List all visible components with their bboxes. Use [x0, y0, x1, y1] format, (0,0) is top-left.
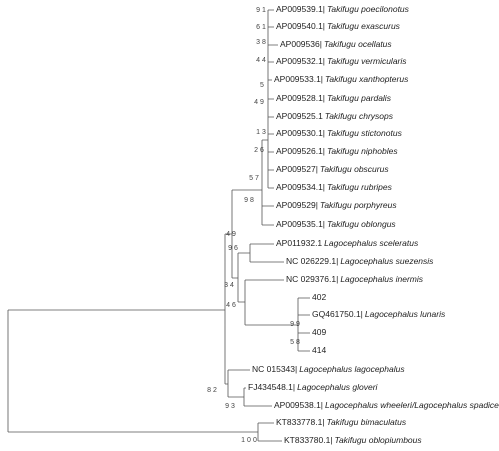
bootstrap-value: 38 — [256, 39, 268, 46]
leaf-label: AP011932.1 Lagocephalus sceleratus — [276, 238, 419, 248]
accession: AP009526.1| — [276, 146, 325, 156]
leaf-label: AP009526.1| Takifugu niphobles — [276, 146, 398, 156]
species: Takifugu ocellatus — [324, 39, 392, 49]
leaf-label: AP009525.1 Takifugu chrysops — [276, 111, 394, 121]
leaf-label: AP009538.1| Lagocephalus wheeleri/Lagocep… — [274, 400, 499, 410]
accession: KT833778.1| — [276, 417, 325, 427]
species: Lagocephalus gloveri — [297, 382, 378, 392]
species: Lagocephalus wheeleri/Lagocephalus spadi… — [325, 400, 499, 410]
accession: AP009538.1| — [274, 400, 323, 410]
species: Takifugu chrysops — [325, 111, 394, 121]
species: Lagocephalus lunaris — [365, 309, 446, 319]
bootstrap-value: 100 — [241, 437, 259, 444]
accession: NC 029376.1| — [286, 274, 338, 284]
species: Takifugu stictonotus — [327, 128, 403, 138]
accession: AP009539.1| — [276, 4, 325, 14]
leaf-label: AP009530.1| Takifugu stictonotus — [276, 128, 403, 138]
bootstrap-value: 58 — [290, 339, 302, 346]
leaf-label: KT833780.1| Takifugu oblopiumbous — [284, 435, 422, 445]
accession: AP009534.1| — [276, 182, 325, 192]
leaf-labels: AP009539.1| Takifugu poecilonotusAP009540… — [248, 4, 499, 445]
species: Takifugu oblopiumbous — [335, 435, 423, 445]
accession: AP009529| — [276, 200, 318, 210]
leaf-label: AP009539.1| Takifugu poecilonotus — [276, 4, 410, 14]
leaf-label: AP009533.1| Takifugu xanthopterus — [274, 74, 409, 84]
species: Takifugu vermicularis — [327, 56, 407, 66]
accession: AP009527| — [276, 164, 318, 174]
species: Takifugu bimaculatus — [327, 417, 407, 427]
bootstrap-value: 44 — [256, 57, 268, 64]
accession: AP009536| — [280, 39, 322, 49]
species: Takifugu porphyreus — [320, 200, 397, 210]
leaf-label: 402 — [312, 292, 326, 302]
accession: FJ434548.1| — [248, 382, 295, 392]
species: Takifugu obscurus — [320, 164, 389, 174]
species: Lagocephalus suezensis — [340, 256, 434, 266]
accession: AP011932.1 — [276, 238, 322, 248]
bootstrap-value: 91 — [256, 7, 268, 14]
species: Takifugu rubripes — [327, 182, 393, 192]
leaf-label: AP009532.1| Takifugu vermicularis — [276, 56, 407, 66]
leaf-label: AP009536| Takifugu ocellatus — [280, 39, 392, 49]
species: Takifugu niphobles — [327, 146, 398, 156]
bootstrap-value: 82 — [207, 387, 219, 394]
leaf-label: AP009528.1| Takifugu pardalis — [276, 93, 392, 103]
accession: 402 — [312, 292, 326, 302]
bootstrap-value: 34 — [224, 282, 236, 289]
accession: AP009530.1| — [276, 128, 325, 138]
leaf-label: AP009527| Takifugu obscurus — [276, 164, 389, 174]
accession: AP009533.1| — [274, 74, 323, 84]
accession: NC 026229.1| — [286, 256, 338, 266]
bootstrap-value: 61 — [256, 24, 268, 31]
accession: AP009525.1 — [276, 111, 323, 121]
leaf-label: KT833778.1| Takifugu bimaculatus — [276, 417, 407, 427]
tree-branches — [7, 9, 310, 442]
species: Lagocephalus inermis — [340, 274, 423, 284]
bootstrap-value: 49 — [226, 231, 238, 238]
leaf-label: AP009540.1| Takifugu exascurus — [276, 21, 401, 31]
species: Takifugu pardalis — [327, 93, 392, 103]
accession: KT833780.1| — [284, 435, 333, 445]
leaf-label: AP009534.1| Takifugu rubripes — [276, 182, 393, 192]
bootstrap-value: 93 — [225, 403, 237, 410]
bootstrap-value: 57 — [249, 175, 261, 182]
leaf-label: FJ434548.1| Lagocephalus gloveri — [248, 382, 379, 392]
bootstrap-value: 49 — [254, 99, 266, 106]
accession: AP009540.1| — [276, 21, 325, 31]
species: Lagocephalus sceleratus — [324, 238, 419, 248]
species: Takifugu xanthopterus — [325, 74, 409, 84]
bootstrap-value: 98 — [244, 197, 256, 204]
leaf-label: AP009529| Takifugu porphyreus — [276, 200, 397, 210]
leaf-label: 414 — [312, 345, 326, 355]
bootstrap-value: 99 — [290, 321, 302, 328]
accession: NC 015343| — [252, 364, 297, 374]
leaf-label: AP009535.1| Takifugu oblongus — [276, 219, 396, 229]
bootstrap-value: 46 — [226, 302, 238, 309]
leaf-label: 409 — [312, 327, 326, 337]
leaf-label: NC 029376.1| Lagocephalus inermis — [286, 274, 424, 284]
bootstrap-value: 13 — [256, 129, 268, 136]
accession: 409 — [312, 327, 326, 337]
accession: AP009532.1| — [276, 56, 325, 66]
leaf-label: NC 026229.1| Lagocephalus suezensis — [286, 256, 434, 266]
accession: 414 — [312, 345, 326, 355]
leaf-label: GQ461750.1| Lagocephalus lunaris — [312, 309, 446, 319]
species: Takifugu oblongus — [327, 219, 396, 229]
bootstrap-value: 96 — [228, 245, 240, 252]
bootstrap-values: 91 61 38 44 5 49 13 26 57 98 49 96 34 46 99 58 82 93 100 — [207, 7, 302, 444]
species: Takifugu exascurus — [327, 21, 401, 31]
species: Lagocephalus lagocephalus — [299, 364, 405, 374]
species: Takifugu poecilonotus — [327, 4, 410, 14]
accession: AP009528.1| — [276, 93, 325, 103]
accession: AP009535.1| — [276, 219, 325, 229]
leaf-label: NC 015343| Lagocephalus lagocephalus — [252, 364, 405, 374]
bootstrap-value: 5 — [260, 82, 266, 89]
accession: GQ461750.1| — [312, 309, 363, 319]
bootstrap-value: 26 — [254, 147, 266, 154]
